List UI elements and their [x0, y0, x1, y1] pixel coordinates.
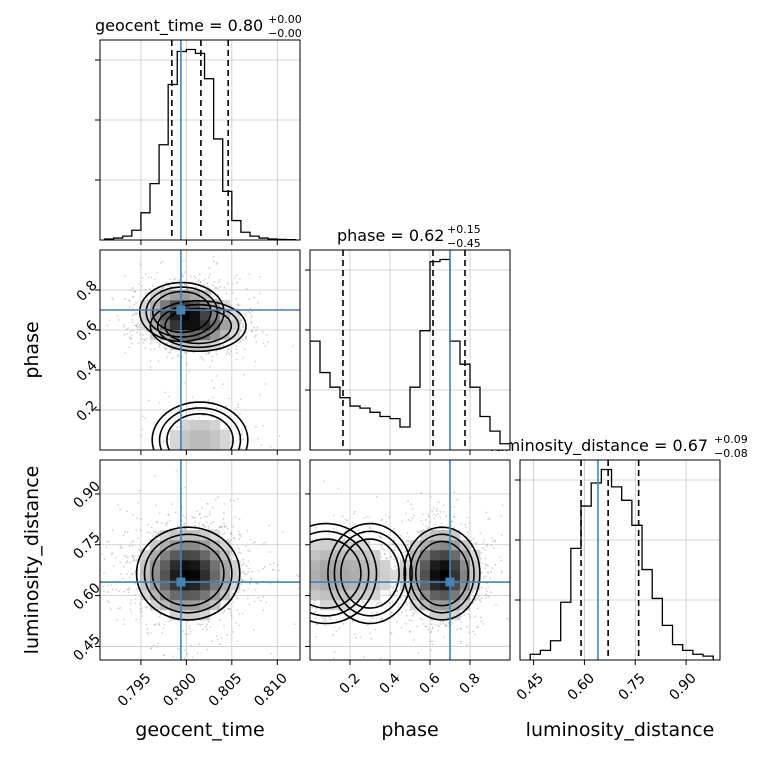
density-phase-vs-luminosity-distance-truth-marker [445, 577, 455, 587]
hist-luminosity-distance-tick-label-x: 0.75 [616, 670, 649, 703]
density-geocent-time-vs-phase-contour [151, 401, 249, 450]
density-geocent-time-vs-phase-frame [99, 249, 301, 451]
density-geocent-time-vs-phase-tick-label-y: 0.6 [74, 318, 101, 345]
hist-luminosity-distance-tick-label-x: 0.60 [565, 670, 598, 703]
density-phase-vs-luminosity-distance-frame [309, 459, 511, 661]
hist-geocent-time-background [100, 40, 300, 240]
density-geocent-time-vs-luminosity-distance-tick-label-x: 0.800 [160, 670, 200, 710]
density-geocent-time-vs-luminosity-distance-tick-label-y: 0.75 [70, 529, 103, 562]
density-phase-vs-luminosity-distance-contour [310, 530, 370, 617]
hist-luminosity-distance-frame [519, 459, 721, 661]
density-phase-vs-luminosity-distance-contour [327, 522, 413, 625]
title-luminosity-distance-plus: +0.09 [714, 433, 748, 446]
density-phase-vs-luminosity-distance-contour [333, 530, 407, 617]
hist-luminosity-distance-tick-label-x: 0.90 [666, 670, 699, 703]
density-geocent-time-vs-phase-contour [164, 307, 233, 345]
density-geocent-time-vs-luminosity-distance-contour [135, 526, 241, 621]
density-geocent-time-vs-luminosity-distance-tick-label-x: 0.805 [206, 670, 246, 710]
density-geocent-time-vs-luminosity-distance-tick-label-y: 0.60 [70, 580, 103, 613]
density-geocent-time-vs-phase-contour [151, 290, 212, 334]
density-geocent-time-vs-phase-contour [149, 299, 247, 353]
y-axis-label-luminosity-distance: luminosity_distance [21, 466, 43, 655]
title-luminosity-distance: luminosity_distance = 0.67 [490, 436, 708, 456]
density-geocent-time-vs-luminosity-distance-tick-label-y: 0.45 [70, 631, 103, 664]
x-axis-label-phase: phase [381, 719, 438, 741]
density-phase-vs-luminosity-distance-contour [340, 538, 400, 609]
title-phase: phase = 0.62 [337, 226, 444, 245]
density-geocent-time-vs-luminosity-distance-truth-marker [176, 577, 186, 587]
density-phase-vs-luminosity-distance-plot-area [310, 460, 510, 660]
hist-phase-bars [310, 250, 510, 450]
density-geocent-time-vs-phase-tick-label-y: 0.2 [74, 398, 101, 425]
density-geocent-time-vs-phase-contour [166, 413, 234, 450]
title-geocent-time-plus: +0.00 [268, 13, 302, 26]
title-luminosity-distance-minus: −0.08 [714, 447, 748, 460]
title-phase-plus: +0.15 [447, 223, 481, 236]
x-axis-label-luminosity-distance: luminosity_distance [526, 719, 715, 741]
hist-geocent-time-frame [99, 39, 301, 241]
density-geocent-time-vs-phase-contour [156, 303, 240, 349]
y-axis-label-phase: phase [21, 321, 43, 378]
hist-luminosity-distance-tick-label-x: 0.45 [514, 670, 547, 703]
plot-layer: 0.45 0.60 0.75 0.900.20.40.60.80.795 0.800 0.… [70, 39, 721, 710]
density-geocent-time-vs-phase-contour [158, 407, 242, 450]
density-phase-vs-luminosity-distance-contour [403, 526, 481, 621]
density-geocent-time-vs-phase-tick-label-y: 0.8 [74, 278, 101, 305]
density-geocent-time-vs-luminosity-distance-contour [143, 533, 233, 614]
density-geocent-time-vs-phase-truth-marker [176, 305, 186, 315]
density-phase-vs-luminosity-distance-contour [415, 540, 469, 607]
title-geocent-time-minus: −0.00 [268, 27, 302, 40]
density-geocent-time-vs-luminosity-distance-tick-label-y: 0.90 [70, 478, 103, 511]
density-phase-vs-luminosity-distance-tick-label-x: 0.8 [457, 670, 484, 697]
title-phase-minus: −0.45 [447, 237, 481, 250]
density-geocent-time-vs-phase-tick-label-y: 0.4 [74, 358, 101, 385]
density-geocent-time-vs-luminosity-distance-contour [151, 540, 225, 607]
hist-luminosity-distance-bars [529, 460, 714, 660]
density-geocent-time-vs-luminosity-distance-tick-label-x: 0.810 [251, 670, 291, 710]
density-phase-vs-luminosity-distance-tick-label-x: 0.6 [417, 670, 444, 697]
hist-phase-step-line [310, 258, 510, 450]
density-phase-vs-luminosity-distance-tick-label-x: 0.2 [337, 670, 364, 697]
x-axis-label-geocent-time: geocent_time [135, 719, 264, 741]
density-phase-vs-luminosity-distance-contour [409, 533, 475, 614]
density-geocent-time-vs-phase-plot-area [100, 250, 300, 450]
hist-geocent-time-bars [103, 40, 297, 240]
density-phase-vs-luminosity-distance-contour [310, 522, 378, 625]
hist-geocent-time-step-line [103, 48, 297, 240]
density-phase-vs-luminosity-distance-tick-label-x: 0.4 [377, 670, 404, 697]
density-geocent-time-vs-luminosity-distance-plot-area [100, 460, 300, 660]
hist-luminosity-distance-step-line [529, 468, 714, 660]
density-geocent-time-vs-luminosity-distance-frame [99, 459, 301, 661]
hist-luminosity-distance-background [520, 460, 720, 660]
title-geocent-time: geocent_time = 0.80 [95, 16, 263, 36]
density-phase-vs-luminosity-distance-contour [310, 538, 362, 609]
density-geocent-time-vs-luminosity-distance-tick-label-x: 0.795 [115, 670, 155, 710]
hist-phase-frame [309, 249, 511, 451]
